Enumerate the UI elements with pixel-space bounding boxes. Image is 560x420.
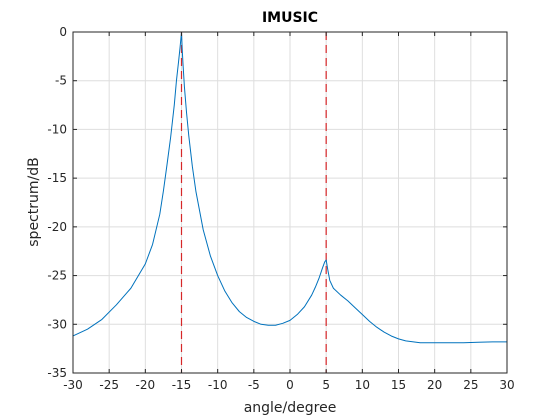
y-tick-label: -5 (55, 74, 67, 88)
spectrum-series-line (72, 31, 507, 344)
chart-title: IMUSIC (262, 10, 318, 26)
x-tick-label: 5 (322, 378, 330, 392)
x-tick-label: 25 (463, 378, 478, 392)
x-tick-label: -10 (208, 378, 228, 392)
x-tick-label: 10 (355, 378, 370, 392)
ticks (72, 31, 508, 374)
y-tick-label: -20 (47, 220, 67, 234)
y-tick-label: -30 (47, 317, 67, 331)
y-axis-label: spectrum/dB (26, 157, 42, 246)
grid (72, 31, 508, 374)
y-tick-label: -25 (47, 269, 67, 283)
x-tick-label: 15 (391, 378, 406, 392)
x-tick-label: -25 (99, 378, 119, 392)
x-axis-label: angle/degree (244, 400, 337, 416)
x-tick-label: -20 (136, 378, 156, 392)
x-tick-label: 30 (499, 378, 514, 392)
tick-labels: -30 -25 -20 -15 -10 -5 0 5 10 15 20 25 30 0 -5 -10 -15 -2… (47, 25, 514, 392)
x-tick-label: 20 (427, 378, 442, 392)
x-tick-label: -30 (63, 378, 83, 392)
y-tick-label: -10 (47, 122, 67, 136)
y-tick-label: -35 (47, 366, 67, 380)
y-tick-label: -15 (47, 171, 67, 185)
x-tick-label: -5 (248, 378, 260, 392)
plot-area (72, 31, 507, 373)
x-tick-label: 0 (286, 378, 294, 392)
x-tick-label: -15 (172, 378, 192, 392)
y-tick-label: 0 (59, 25, 67, 39)
